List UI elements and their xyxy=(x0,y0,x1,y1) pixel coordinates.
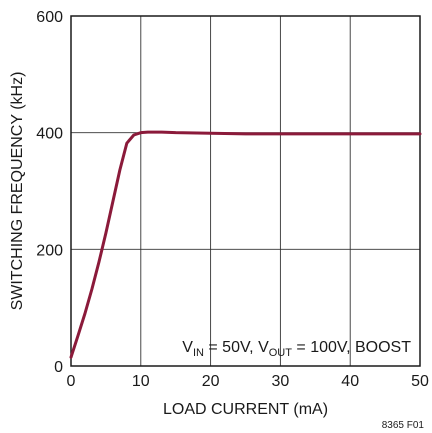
x-tick-label-5: 50 xyxy=(411,373,429,390)
figure-id: 8365 F01 xyxy=(382,420,425,431)
x-axis-title: LOAD CURRENT (mA) xyxy=(163,401,328,418)
grid xyxy=(71,16,420,366)
x-tick-label-2: 20 xyxy=(202,373,220,390)
x-tick-label-0: 0 xyxy=(67,373,76,390)
annotation-vin-sub: IN xyxy=(193,347,204,359)
annotation-vin-v: V xyxy=(182,339,193,356)
conditions-annotation: VIN = 50V, VOUT = 100V, BOOST xyxy=(182,339,411,359)
y-tick-label-0: 0 xyxy=(54,359,63,376)
y-tick-label-2: 400 xyxy=(36,126,63,143)
annotation-vin-text: = 50V, V xyxy=(204,339,269,356)
y-tick-label-1: 200 xyxy=(36,242,63,259)
y-tick-labels: 0 200 400 600 xyxy=(36,9,63,376)
y-axis-title: SWITCHING FREQUENCY (kHz) xyxy=(9,72,26,311)
annotation-vout-sub: OUT xyxy=(269,347,293,359)
plot-frame xyxy=(70,15,421,367)
series-line xyxy=(69,130,422,359)
annotation-vout-text: = 100V, BOOST xyxy=(292,339,411,356)
x-tick-labels: 0 10 20 30 40 50 xyxy=(67,373,429,390)
y-tick-label-3: 600 xyxy=(36,9,63,26)
x-tick-label-4: 40 xyxy=(341,373,359,390)
x-tick-label-1: 10 xyxy=(132,373,150,390)
x-tick-label-3: 30 xyxy=(272,373,290,390)
